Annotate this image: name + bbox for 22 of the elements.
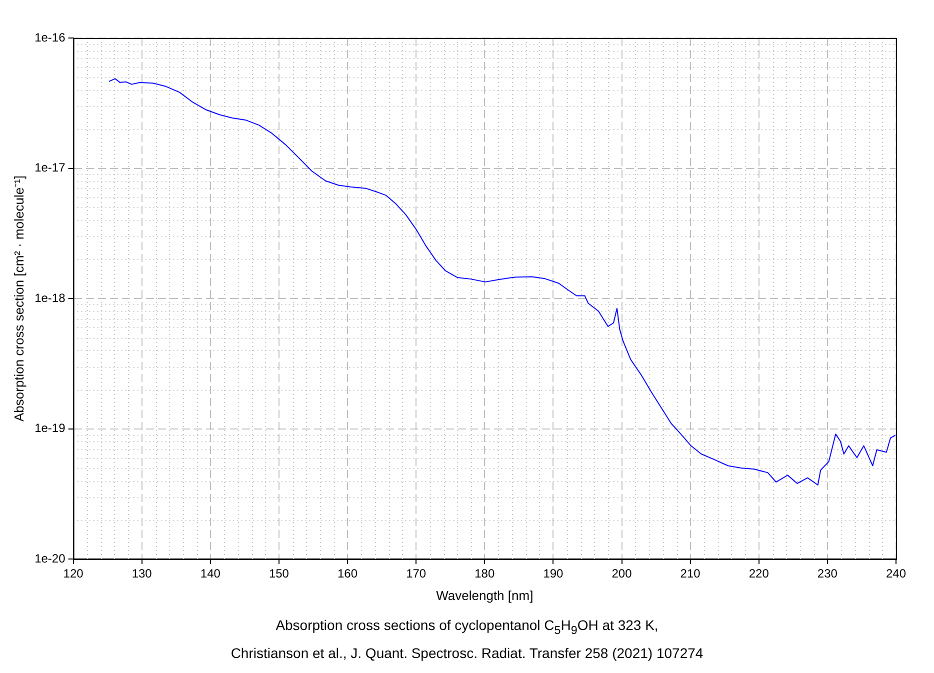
x-tick-label: 230 <box>817 566 838 581</box>
text: Christianson et al., J. Quant. Spectrosc. Radiat. Transfer 258 (2021) 107274 <box>230 644 704 663</box>
x-tick-label: 180 <box>474 566 495 581</box>
x-axis-title: Wavelength [nm] <box>436 588 534 603</box>
y-axis-title: Absorption cross section [cm² · molecule⁻¹] <box>11 175 26 422</box>
x-tick-label: 160 <box>338 566 358 581</box>
x-tick-label: 140 <box>200 566 221 581</box>
y-tick-label: 1e-20 <box>34 551 66 566</box>
x-tick-label: 190 <box>543 566 564 581</box>
text: Absorption cross sections of cyclopentanol C$_{5}$H$_{9}$OH at 323 K, <box>274 616 660 639</box>
x-tick-label: 220 <box>748 566 770 581</box>
y-tick-label: 1e-18 <box>34 290 66 305</box>
x-tick-label: 130 <box>132 566 152 581</box>
y-tick-label: 1e-19 <box>34 421 66 436</box>
y-tick-label: 1e-16 <box>34 30 66 44</box>
y-tick-label: 1e-17 <box>34 160 66 175</box>
x-tick-label: 120 <box>63 566 84 581</box>
x-tick-label: 150 <box>268 566 290 581</box>
x-tick-label: 200 <box>612 566 632 581</box>
x-tick-label: 210 <box>680 566 701 581</box>
x-tick-label: 240 <box>886 566 906 581</box>
x-tick-label: 170 <box>406 566 426 581</box>
